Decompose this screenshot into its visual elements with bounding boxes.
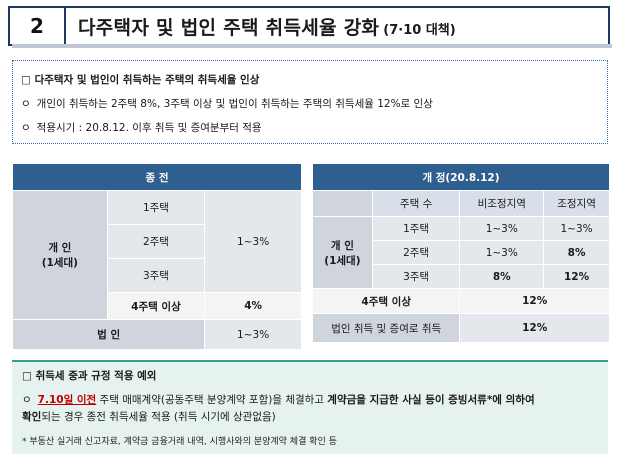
non-adjusted-rate-cell: 1~3%	[459, 216, 545, 241]
summary-item-text: 적용시기 : 20.8.12. 이후 취득 및 증여분부터 적용	[36, 122, 262, 134]
house-count-cell: 2주택	[106, 224, 206, 259]
house-count-cell: 1주택	[106, 190, 206, 225]
revised-rate-table: 개 정(20.8.12) 주택 수 비조정지역 조정지역 개 인 (1세대) 1…	[311, 163, 610, 343]
column-header: 조정지역	[543, 190, 610, 217]
title-shadow	[12, 44, 612, 48]
title-bar: 2 다주택자 및 법인 주택 취득세율 강화 (7·10 대책)	[8, 6, 610, 46]
house-count-cell: 2주택	[371, 240, 461, 265]
house-count-cell: 3주택	[371, 264, 461, 289]
house-count-cell: 4주택 이상	[106, 292, 206, 320]
summary-item-text: 개인이 취득하는 2주택 8%, 3주택 이상 및 법인이 취득하는 주택의 취…	[36, 98, 433, 110]
exception-text: 되는 경우 종전 취득세율 적용 (취득 시기에 상관없음)	[41, 411, 276, 423]
title-text: 다주택자 및 법인 주택 취득세율 강화	[78, 16, 380, 39]
individual-group-label: 개 인 (1세대)	[12, 190, 108, 320]
bullet-mark: ㅇ	[21, 122, 31, 134]
page-title: 다주택자 및 법인 주택 취득세율 강화 (7·10 대책)	[66, 13, 456, 40]
non-adjusted-rate-cell: 8%	[459, 264, 545, 289]
individual-group-label: 개 인 (1세대)	[312, 216, 373, 289]
corporate-label: 법 인	[11, 319, 206, 350]
revised-table-header: 개 정(20.8.12)	[312, 163, 610, 191]
column-header: 비조정지역	[459, 190, 545, 217]
exception-box: □ 취득세 중과 규정 적용 예외 ㅇ 7.10일 이전 주택 매매계약(공동주택…	[12, 360, 608, 454]
adjusted-rate-cell: 1~3%	[543, 216, 610, 241]
exception-heading: □ 취득세 중과 규정 적용 예외	[22, 370, 157, 382]
highlight-date: 7.10일 이전	[37, 394, 97, 406]
rate-cell: 1~3%	[204, 190, 302, 293]
exception-body: ㅇ 7.10일 이전 주택 매매계약(공동주택 분양계약 포함)을 체결하고 계약…	[22, 392, 598, 426]
exception-bold-text: 확인	[22, 411, 42, 423]
non-adjusted-rate-cell: 1~3%	[459, 240, 545, 265]
summary-item: ㅇ 적용시기 : 20.8.12. 이후 취득 및 증여분부터 적용	[21, 120, 599, 135]
rate-cell: 12%	[459, 313, 610, 343]
summary-item: ㅇ 개인이 취득하는 2주택 8%, 3주택 이상 및 법인이 취득하는 주택의 …	[21, 96, 599, 111]
adjusted-rate-cell: 12%	[543, 264, 610, 289]
previous-table-header: 종 전	[12, 163, 302, 191]
summary-box: □ 다주택자 및 법인이 취득하는 주택의 취득세율 인상 ㅇ 개인이 취득하는 …	[12, 60, 608, 144]
rate-cell: 1~3%	[204, 319, 302, 350]
bullet-mark: ㅇ	[22, 394, 32, 406]
column-header: 주택 수	[371, 190, 461, 217]
exception-bold-text: 계약금을 지급한 사실 등이 증빙서류*에 의하여	[327, 394, 535, 406]
house-count-cell: 4주택 이상	[311, 288, 461, 314]
section-number: 2	[10, 8, 66, 44]
rate-cell: 4%	[204, 292, 302, 320]
rate-cell: 12%	[459, 288, 610, 314]
blank-corner-cell	[312, 190, 373, 217]
house-count-cell: 3주택	[106, 258, 206, 293]
adjusted-rate-cell: 8%	[543, 240, 610, 265]
house-count-cell: 1주택	[371, 216, 461, 241]
summary-heading: □ 다주택자 및 법인이 취득하는 주택의 취득세율 인상	[21, 74, 260, 86]
exception-text: 주택 매매계약(공동주택 분양계약 포함)을 체결하고	[96, 394, 328, 406]
corporate-label: 법인 취득 및 증여로 취득	[311, 313, 461, 343]
title-subtext: (7·10 대책)	[383, 22, 456, 38]
bullet-mark: ㅇ	[21, 98, 31, 110]
previous-rate-table: 종 전 개 인 (1세대) 1주택 1~3% 2주택 3주택 4주택 이상 4%…	[11, 163, 302, 350]
footnote: * 부동산 실거래 신고자료, 계약금 금융거래 내역, 시행사와의 분양계약 …	[22, 437, 337, 447]
